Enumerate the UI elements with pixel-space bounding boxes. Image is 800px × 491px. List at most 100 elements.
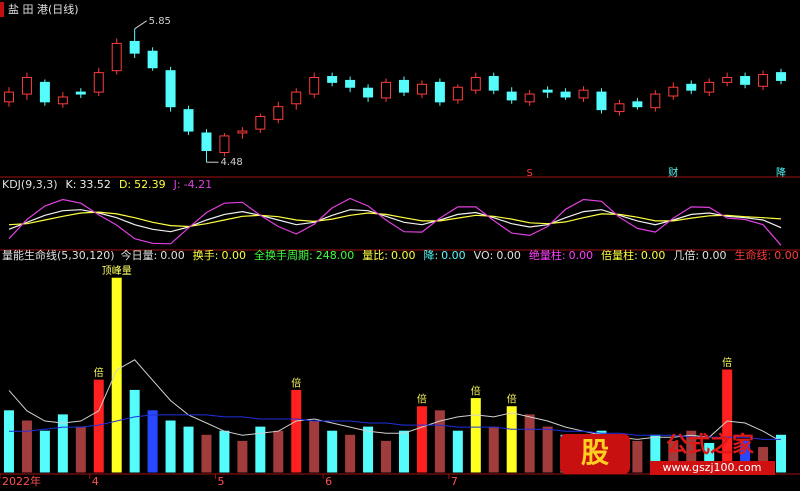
legend-value: 33.52 [79, 178, 111, 191]
bar-note: 倍 [417, 393, 427, 406]
indicator-colon: : [634, 249, 638, 262]
bar-note: 倍 [722, 356, 732, 369]
volume-line [8, 359, 782, 442]
volume-bar [345, 434, 356, 473]
indicator-name: 倍量柱 [601, 248, 634, 262]
indicator-value: 0.00 [160, 249, 185, 262]
legend-colon: : [127, 178, 131, 191]
candle-body [578, 89, 589, 99]
candle-body [75, 91, 86, 95]
bar-note: 倍 [291, 376, 301, 389]
volume-bar [327, 430, 338, 473]
candle-body [129, 40, 140, 54]
candle-body [291, 91, 302, 105]
x-tick-label: 5 [217, 475, 224, 488]
indicator-colon: : [384, 249, 388, 262]
indicator-value: 0.00 [641, 249, 666, 262]
title-marker [0, 2, 4, 17]
candle-body [758, 74, 769, 87]
volume-bar [75, 426, 86, 473]
volume-bar [488, 426, 499, 473]
volume-bar [632, 440, 643, 473]
event-marker: 降 [776, 166, 786, 179]
candle-body [57, 96, 68, 105]
volume-bar [237, 440, 248, 473]
indicator-colon: : [768, 249, 772, 262]
indicator-value: 0.00 [702, 249, 727, 262]
legend-name: J [173, 178, 177, 191]
indicator-value: 0.00 [774, 249, 799, 262]
candle-body [632, 101, 643, 108]
volume-bar [165, 420, 176, 473]
indicator-name: 几倍 [673, 248, 695, 262]
chart-title: 盐 田 港(日线) [8, 2, 79, 16]
candle-body [237, 130, 248, 134]
candle-body [363, 87, 374, 98]
candle-body [524, 93, 535, 103]
indicator-value: 0.00 [391, 249, 416, 262]
indicator-colon: : [309, 249, 313, 262]
volume-bar [219, 430, 230, 473]
volume-line [9, 414, 781, 440]
volume-bar [147, 410, 158, 473]
watermark-url: www.gszj100.com [662, 461, 761, 474]
panel-title: 量能生命线(5,30,120) [2, 248, 115, 262]
candle-body [111, 42, 122, 72]
candle-body [345, 79, 356, 88]
bar-note: 倍 [507, 393, 517, 406]
candle-body [542, 89, 553, 93]
legend-colon: : [73, 178, 77, 191]
volume-bar [381, 440, 392, 473]
candle-body [560, 91, 571, 98]
candle-body [506, 91, 517, 101]
candle-body [39, 81, 50, 103]
candle-body [398, 79, 409, 93]
bar-note: 顶峰量 [102, 265, 132, 277]
candle-body [147, 50, 158, 69]
indicator-colon: : [154, 249, 158, 262]
candle-body [470, 77, 481, 91]
x-tick-label: 6 [325, 475, 332, 488]
watermark-logo-bg [560, 434, 630, 474]
volume-bar [255, 426, 266, 473]
volume-bar [506, 406, 517, 473]
volume-bar [416, 406, 427, 473]
candle-body [21, 77, 32, 95]
annotation-label: 5.85 [149, 16, 171, 27]
indicator-colon: : [695, 249, 699, 262]
candle-body [165, 70, 176, 108]
volume-bar [309, 420, 320, 473]
indicator-colon: : [490, 249, 494, 262]
annotation-label: 4.48 [220, 157, 242, 168]
volume-bar [3, 410, 14, 473]
legend-name: D [119, 178, 127, 191]
x-tick-label: 2022年 [2, 474, 41, 488]
bar-note: 倍 [471, 385, 481, 398]
candle-body [452, 86, 463, 101]
candle-body [3, 91, 14, 103]
candle-body [416, 83, 427, 95]
candle-body [704, 81, 715, 93]
legend-value: -4.21 [184, 178, 212, 191]
candle-body [381, 81, 392, 99]
watermark-url-bg [650, 461, 775, 475]
volume-bar [21, 420, 32, 473]
kdj-line [8, 197, 782, 246]
candle-body [488, 76, 499, 91]
indicator-value: 248.00 [316, 249, 355, 262]
candle-body [740, 76, 751, 85]
indicator-value: 0.00 [222, 249, 247, 262]
panel-title: KDJ(9,3,3) [2, 178, 58, 191]
volume-bar [398, 430, 409, 473]
volume-bar [542, 426, 553, 473]
volume-bar [434, 410, 445, 473]
indicator-name: 量比 [362, 249, 384, 262]
candle-body [219, 135, 230, 153]
candle-body [776, 72, 787, 81]
watermark-logo: 股 [581, 436, 609, 469]
volume-bar [452, 430, 463, 473]
candle-body [309, 77, 320, 95]
legend-value: 52.39 [134, 178, 166, 191]
indicator-value: 0.00 [496, 249, 521, 262]
